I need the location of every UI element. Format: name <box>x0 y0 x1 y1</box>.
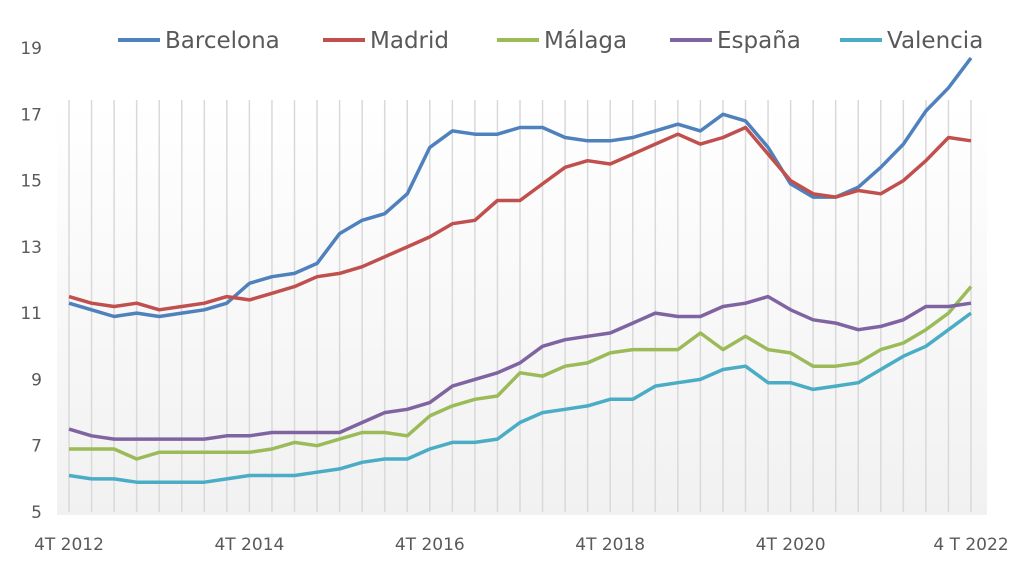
x-tick-label: 4T 2014 <box>214 535 284 555</box>
x-tick-label: 4 T 2022 <box>933 535 1008 555</box>
y-tick-label: 5 <box>31 503 42 523</box>
x-tick-label: 4T 2020 <box>756 535 826 555</box>
legend: Barcelona Madrid Málaga España Valencia <box>118 28 983 54</box>
y-tick-label: 15 <box>20 172 42 192</box>
y-tick-label: 19 <box>20 39 42 59</box>
legend-label: Barcelona <box>165 28 280 54</box>
legend-label: Valencia <box>887 28 983 54</box>
series-line-madrid <box>68 125 972 312</box>
series-lines <box>68 56 973 484</box>
y-tick-label: 13 <box>20 238 42 258</box>
y-tick-label: 17 <box>20 105 42 125</box>
x-tick-label: 4T 2018 <box>575 535 645 555</box>
y-axis: 5 7 9 11 13 15 17 19 <box>20 39 42 523</box>
legend-label: España <box>717 28 801 54</box>
legend-label: Madrid <box>370 28 449 54</box>
legend-label: Málaga <box>544 28 627 54</box>
y-tick-label: 9 <box>31 370 42 390</box>
x-tick-label: 4T 2016 <box>395 535 465 555</box>
x-tick-label: 4T 2012 <box>34 535 104 555</box>
y-tick-label: 7 <box>31 437 42 457</box>
y-tick-label: 11 <box>20 304 42 324</box>
series-line-málaga <box>69 285 973 461</box>
series-line-valencia <box>68 311 973 484</box>
gridlines <box>68 100 972 512</box>
series-line-españa <box>68 294 972 441</box>
series-line-barcelona <box>68 56 973 319</box>
x-axis: 4T 2012 4T 2014 4T 2016 4T 2018 4T 2020 4 T 2… <box>34 535 1009 555</box>
